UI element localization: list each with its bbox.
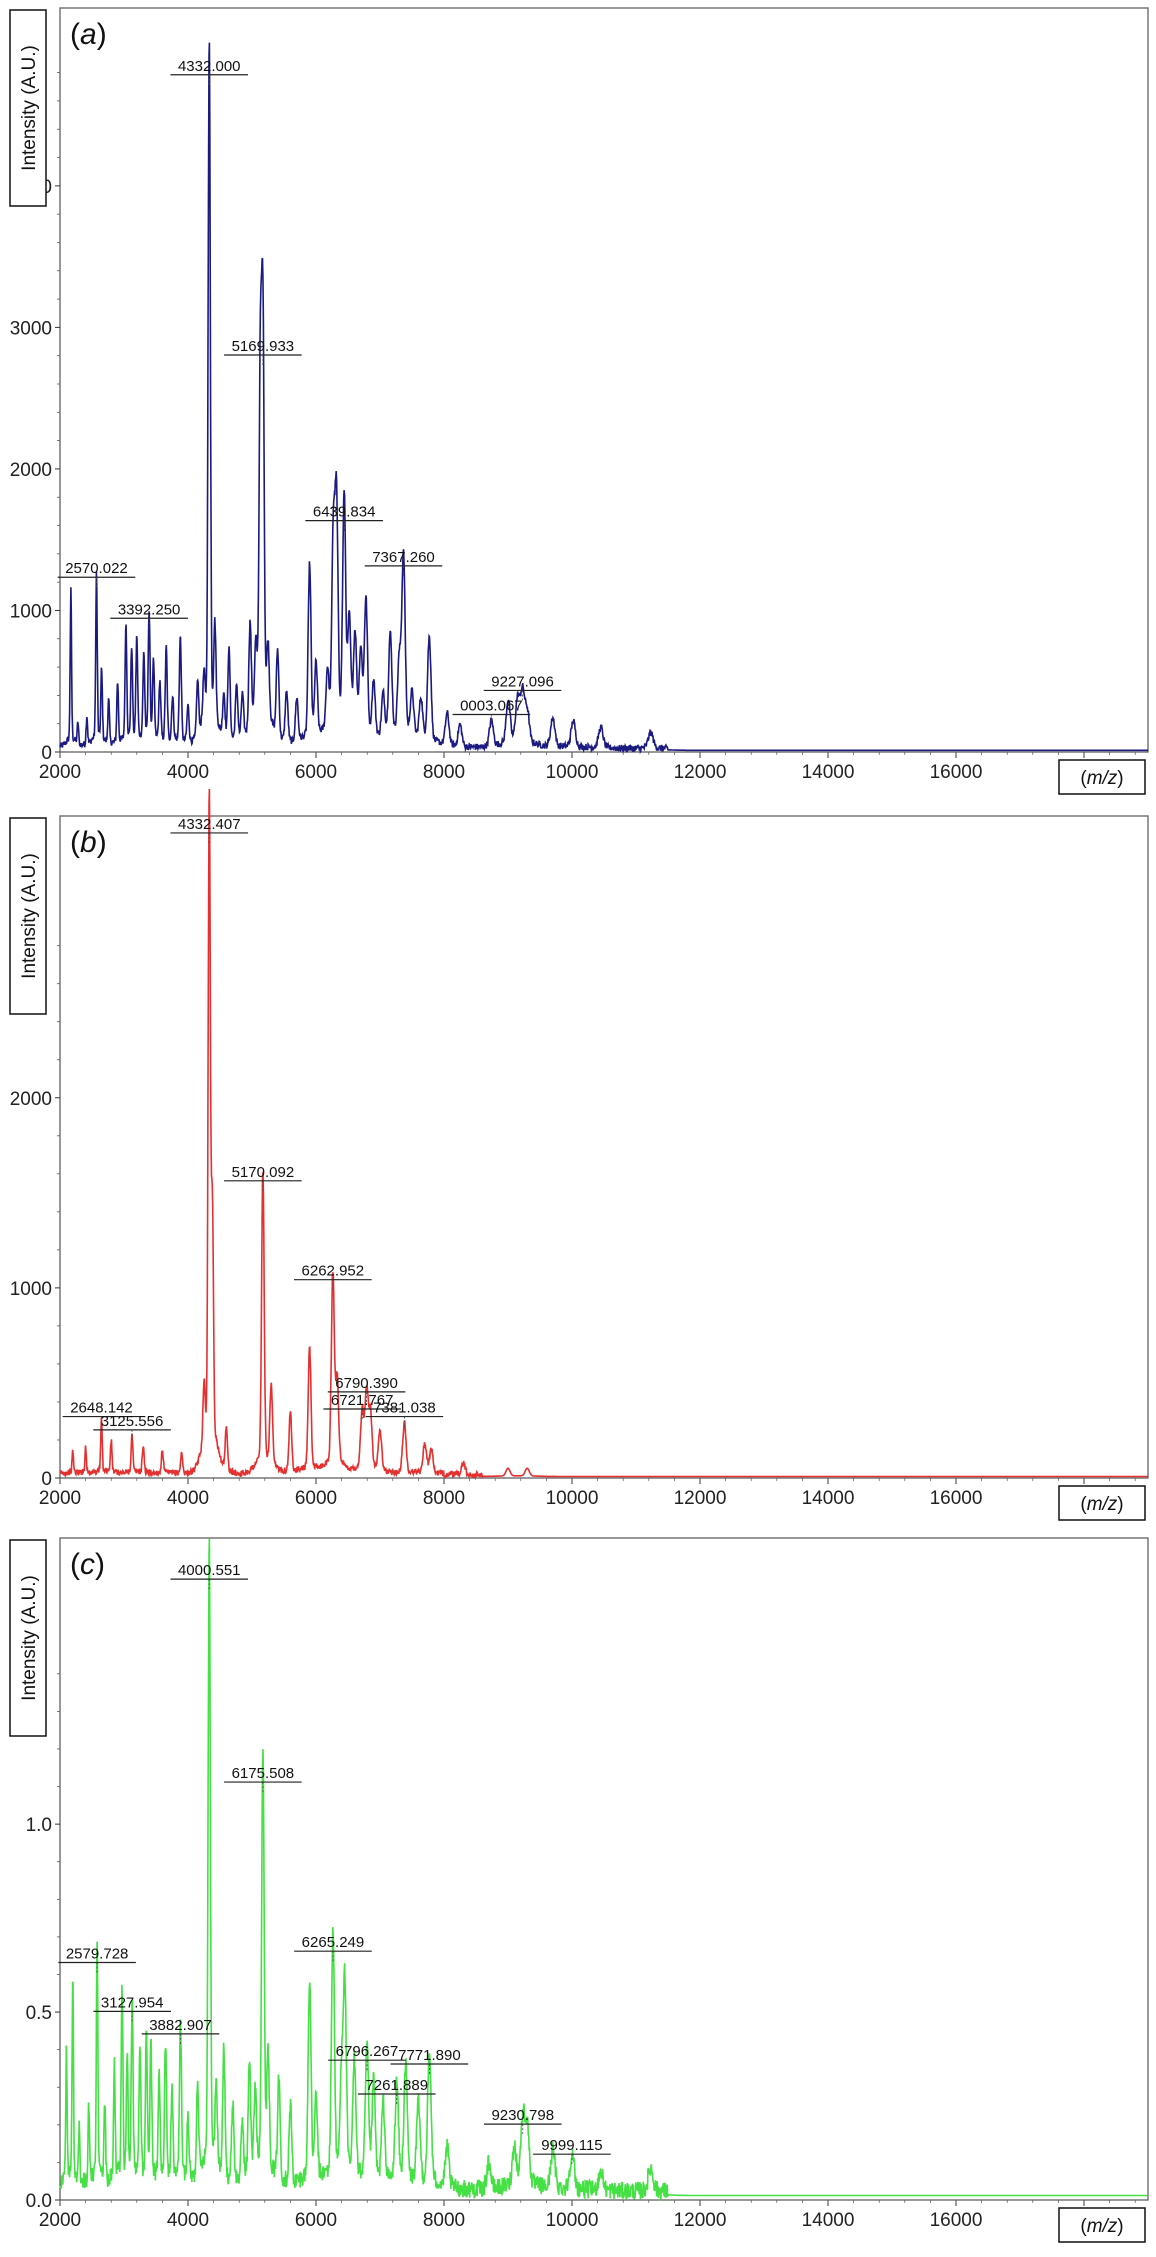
y-axis-label-box xyxy=(9,817,47,1015)
x-tick-label: 10000 xyxy=(546,1488,599,1509)
x-axis-label: (m/z) xyxy=(1080,1494,1123,1515)
peak-label: 2570.022 xyxy=(65,560,128,577)
x-tick-label: 10000 xyxy=(546,2210,599,2231)
peak-label: 4332.000 xyxy=(178,58,241,75)
x-axis-label-box xyxy=(1058,2207,1146,2243)
y-tick-label: 0.0 xyxy=(26,2191,52,2212)
plot-frame xyxy=(59,1537,1149,2201)
peak-label: 3882.907 xyxy=(149,2017,212,2034)
spectrum-panel-a: 0100020003000400020004000600080001000012… xyxy=(9,7,1149,795)
x-tick-label: 4000 xyxy=(167,2210,209,2231)
x-axis-label-box xyxy=(1058,759,1146,795)
x-axis-label-box xyxy=(1058,1485,1146,1521)
x-tick-label: 8000 xyxy=(423,762,465,783)
x-tick-label: 16000 xyxy=(930,2210,983,2231)
x-tick-label: 12000 xyxy=(674,1488,727,1509)
peak-label: 9230.798 xyxy=(491,2107,554,2124)
y-tick-label: 1000 xyxy=(10,601,52,622)
spectrum-trace xyxy=(59,42,1148,755)
x-tick-label: 6000 xyxy=(295,762,337,783)
x-tick-label: 6000 xyxy=(295,1488,337,1509)
peak-label: 3125.556 xyxy=(101,1413,164,1430)
plot-frame xyxy=(59,815,1149,1479)
peak-label: 4000.551 xyxy=(178,1562,241,1579)
y-axis-label: Intensity (A.U.) xyxy=(19,45,40,171)
peak-label: 7367.260 xyxy=(372,549,435,566)
spectrum-trace xyxy=(59,788,1148,1481)
peak-label: 7261.889 xyxy=(365,2077,428,2094)
y-axis-label: Intensity (A.U.) xyxy=(19,853,40,979)
peak-label: 6262.952 xyxy=(302,1263,365,1280)
panel-label: (b) xyxy=(70,826,107,859)
x-tick-label: 14000 xyxy=(802,2210,855,2231)
spectrum-trace xyxy=(59,1538,1148,2202)
x-tick-label: 10000 xyxy=(546,762,599,783)
x-tick-label: 8000 xyxy=(423,1488,465,1509)
peak-label: 6790.390 xyxy=(335,1375,398,1392)
peak-label: 5170.092 xyxy=(232,1164,295,1181)
y-axis-label-box xyxy=(9,1539,47,1737)
peak-label: 9999.115 xyxy=(541,2137,602,2154)
y-tick-label: 1000 xyxy=(10,1279,52,1300)
peak-label: 0003.067 xyxy=(460,698,523,715)
peak-label: 7381.038 xyxy=(373,1400,436,1417)
peak-label: 9227.096 xyxy=(491,673,554,690)
x-tick-label: 16000 xyxy=(930,762,983,783)
plot-frame xyxy=(59,7,1149,753)
peak-label: 5169.933 xyxy=(232,338,295,355)
peak-label: 4332.407 xyxy=(178,816,241,833)
x-tick-label: 2000 xyxy=(39,2210,81,2231)
x-tick-label: 4000 xyxy=(167,1488,209,1509)
y-tick-label: 3000 xyxy=(10,318,52,339)
x-axis-label: (m/z) xyxy=(1080,2216,1123,2237)
peak-label: 6175.508 xyxy=(232,1765,295,1782)
peak-label: 7771.890 xyxy=(398,2047,461,2064)
peak-label: 3392.250 xyxy=(118,601,181,618)
peak-label: 6439.834 xyxy=(313,504,376,521)
x-tick-label: 12000 xyxy=(674,762,727,783)
panel-label: (a) xyxy=(70,18,107,51)
panel-label: (c) xyxy=(70,1548,105,1581)
x-tick-label: 2000 xyxy=(39,762,81,783)
x-tick-label: 6000 xyxy=(295,2210,337,2231)
spectrum-panel-b: 0 1000 2000 2000 4000 6000 8000 10000 12000 14000… xyxy=(9,788,1149,1521)
x-tick-label: 8000 xyxy=(423,2210,465,2231)
x-axis-label: (m/z) xyxy=(1080,768,1123,789)
peak-label: 3127.954 xyxy=(101,1994,164,2011)
peak-label: 2648.142 xyxy=(70,1400,133,1417)
y-tick-label: 2000 xyxy=(10,460,52,481)
x-tick-label: 4000 xyxy=(167,762,209,783)
peak-label: 6721.767 xyxy=(331,1392,394,1409)
peak-label: 2579.728 xyxy=(66,1945,129,1962)
y-tick-label: 0 xyxy=(41,1469,52,1490)
y-tick-label: 2000 xyxy=(10,1089,52,1110)
y-tick-label: 1.0 xyxy=(26,1815,52,1836)
peak-label: 6265.249 xyxy=(302,1934,365,1951)
x-tick-label: 14000 xyxy=(802,1488,855,1509)
x-tick-label: 2000 xyxy=(39,1488,81,1509)
x-tick-label: 16000 xyxy=(930,1488,983,1509)
x-tick-label: 14000 xyxy=(802,762,855,783)
spectrum-panel-c: 0.0 0.5 1.0 2000 4000 6000 8000 10000 12000 14000… xyxy=(9,1537,1149,2243)
y-tick-label: 0.5 xyxy=(26,2003,52,2024)
y-tick-label: 0 xyxy=(41,743,52,764)
y-axis-label-box xyxy=(9,9,47,207)
y-axis-label: Intensity (A.U.) xyxy=(19,1575,40,1701)
x-tick-label: 12000 xyxy=(674,2210,727,2231)
peak-label: 6796.267 xyxy=(336,2043,399,2060)
